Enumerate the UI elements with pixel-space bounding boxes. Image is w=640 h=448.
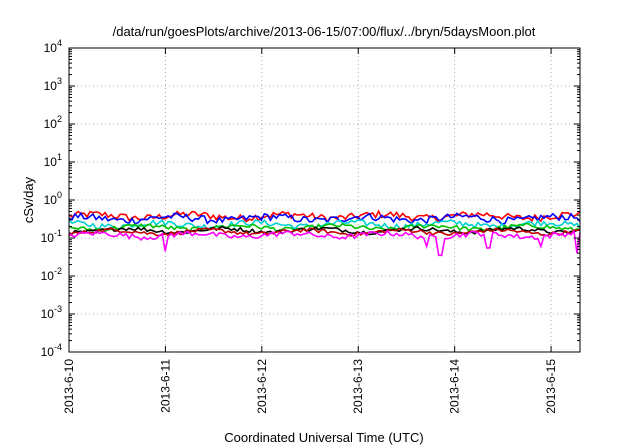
y-tick-label: 10-4 <box>41 342 62 359</box>
series-line <box>68 227 581 237</box>
x-tick-label: 2013-6-10 <box>62 359 76 414</box>
y-tick-label: 101 <box>44 152 62 169</box>
y-tick-label: 103 <box>44 76 62 93</box>
x-tick-label: 2013-6-14 <box>448 359 462 414</box>
y-tick-label: 104 <box>44 38 62 55</box>
series-group <box>68 209 581 257</box>
x-axis: 2013-6-10 2013-6-11 2013-6-12 2013-6-13 2013… <box>62 48 558 414</box>
x-tick-label: 2013-6-11 <box>158 359 172 413</box>
series-line <box>68 209 581 224</box>
x-tick-label: 2013-6-12 <box>255 359 269 414</box>
y-tick-label: 100 <box>44 190 62 207</box>
x-tick-label: 2013-6-13 <box>351 359 365 414</box>
grid-lines <box>69 48 580 352</box>
y-tick-label: 102 <box>44 114 62 131</box>
y-tick-label: 10-3 <box>41 304 62 321</box>
y-tick-label: 10-1 <box>41 228 62 245</box>
y-axis-label: cSv/day <box>21 176 36 223</box>
x-tick-label: 2013-6-15 <box>544 359 558 414</box>
chart-title: /data/run/goesPlots/archive/2013-06-15/0… <box>113 24 536 39</box>
series-line <box>68 211 581 225</box>
x-axis-label: Coordinated Universal Time (UTC) <box>224 430 423 445</box>
y-axis: 10-4 10-3 10-2 10-1 100 101 102 103 104 <box>41 38 580 359</box>
series-line <box>68 229 581 257</box>
y-tick-label: 10-2 <box>41 266 62 283</box>
